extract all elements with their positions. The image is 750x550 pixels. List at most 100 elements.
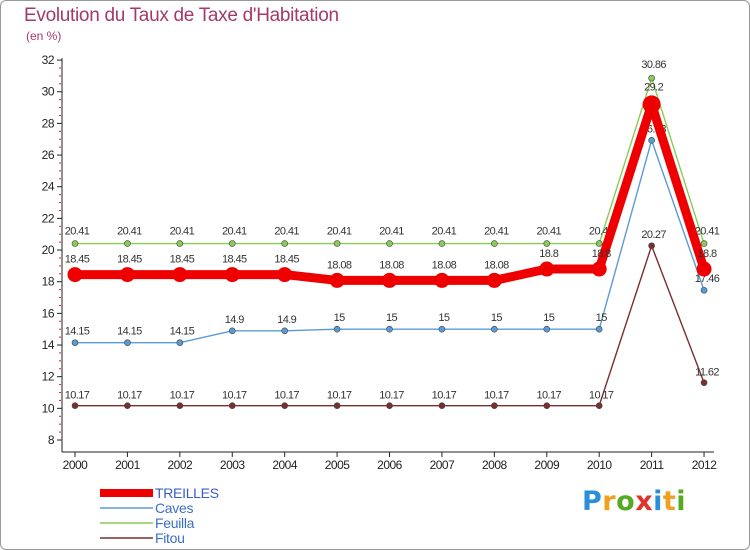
logo-letter: t [662,486,677,517]
x-tick-label: 2005 [325,458,351,472]
data-point [696,261,712,277]
x-tick-label: 2006 [377,458,403,472]
data-label: 29.2 [644,81,663,93]
data-point [648,137,655,144]
data-point [386,240,393,247]
x-tick-label: 2009 [534,458,560,472]
data-point [438,325,446,333]
data-label: 10.17 [170,390,195,402]
y-tick-label: 22 [42,211,55,225]
data-label: 20.41 [117,226,142,238]
data-point [333,240,341,247]
data-label: 15 [596,312,608,324]
data-label: 10.17 [379,390,404,402]
data-point [172,267,188,283]
data-point [119,267,135,283]
data-point [491,240,498,247]
logo-letter: x [635,486,654,517]
x-tick-label: 2001 [115,458,141,472]
data-label: 20.41 [170,226,195,238]
series-feuilla: 20.41 20.41 20.41 20.41 20.41 20.41 20.41 20.41… [65,59,720,247]
data-label: 20.41 [327,226,352,238]
data-label: 30.86 [641,59,666,71]
data-label: 18.08 [379,259,404,271]
data-point [124,402,131,409]
x-tick-label: 2000 [63,458,89,472]
y-tick-label: 12 [42,370,55,384]
y-axis-unit: (en %) [26,29,62,43]
data-label: 20.41 [537,226,562,238]
data-label: 15 [386,312,398,324]
legend-label: Feuilla [155,515,195,531]
data-label: 18.45 [274,254,299,266]
data-point [333,325,341,333]
data-point [176,240,184,247]
series-treilles: 18.45 18.45 18.45 18.45 18.45 18.08 18.08 18.08… [65,81,718,288]
logo-letter: P [582,486,603,517]
chart-title: Evolution du Taux de Taxe d'Habitation [24,5,339,26]
data-point [281,327,288,335]
data-point [595,240,603,247]
data-point [71,402,79,409]
data-point [648,242,655,250]
data-point [648,74,655,82]
logo-letter: o [616,486,636,517]
legend-label: TREILLES [155,485,219,501]
y-tick-label: 18 [42,275,55,289]
data-label: 15 [438,312,450,324]
data-point [591,261,607,277]
data-point [700,240,708,247]
x-tick-label: 2003 [220,458,246,472]
data-point [228,402,236,409]
data-label: 18.45 [170,254,195,266]
data-label: 20.41 [222,226,247,238]
data-label: 15 [543,312,555,324]
data-point [67,267,83,283]
x-tick-label: 2012 [692,458,718,472]
data-label: 10.17 [327,390,352,402]
data-label: 17.46 [695,273,720,285]
data-label: 18.08 [327,259,352,271]
data-point [386,325,393,333]
data-label: 14.9 [277,314,296,326]
y-tick-label: 30 [42,85,55,99]
x-tick-label: 2011 [640,458,665,472]
data-label: 14.15 [65,326,90,338]
data-label: 10.17 [432,390,457,402]
data-point [543,240,551,247]
x-tick-label: 2008 [482,458,508,472]
data-point [438,402,446,409]
data-label: 20.41 [484,226,509,238]
y-tick-label: 8 [48,433,55,447]
data-point [281,402,288,409]
data-label: 18.8 [592,248,611,260]
data-label: 10.17 [274,390,299,402]
data-label: 14.15 [117,326,142,338]
data-point [491,325,498,333]
data-label: 18.08 [432,259,457,271]
y-tick-label: 24 [42,180,55,194]
y-tick-label: 16 [42,306,55,320]
y-tick-label: 28 [42,116,55,130]
data-point [491,402,498,409]
data-label: 10.17 [484,390,509,402]
data-point [176,339,184,346]
data-point [438,240,446,247]
data-point [329,272,345,288]
data-point [486,272,502,288]
data-label: 10.17 [222,390,247,402]
y-tick-label: 26 [42,148,55,162]
data-label: 10.17 [117,390,142,402]
series-line [74,77,705,245]
data-point [277,267,293,283]
data-point [382,272,398,288]
data-point [71,339,79,346]
data-label: 10.17 [589,390,614,402]
y-tick-label: 32 [42,53,55,67]
y-tick-label: 14 [42,338,55,352]
data-label: 20.41 [432,226,457,238]
data-point [434,272,450,288]
y-tick-label: 20 [42,243,55,257]
